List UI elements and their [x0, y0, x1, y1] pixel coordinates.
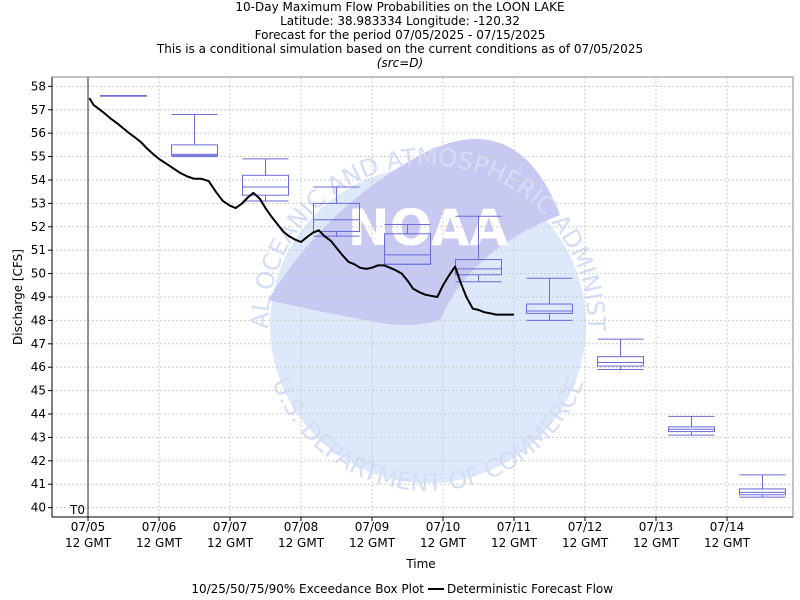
- y-axis-title: Discharge [CFS]: [11, 249, 25, 345]
- box-plot: [100, 95, 147, 97]
- x-tick-label-time: 12 GMT: [704, 536, 751, 550]
- chart-title-block: 10-Day Maximum Flow Probabilities on the…: [0, 0, 800, 70]
- chart-title: 10-Day Maximum Flow Probabilities on the…: [235, 0, 565, 14]
- x-tick-label-date: 07/13: [639, 520, 674, 534]
- x-axis-title: Time: [405, 557, 435, 571]
- chart-period: Forecast for the period 07/05/2025 - 07/…: [254, 28, 546, 42]
- y-tick-label: 49: [31, 290, 46, 304]
- grid-lines: [52, 77, 793, 517]
- box-iqr: [242, 174, 289, 196]
- box-iqr: [384, 233, 431, 265]
- x-tick-label-date: 07/06: [142, 520, 177, 534]
- y-tick-label: 50: [31, 267, 46, 281]
- y-tick-label: 44: [31, 407, 46, 421]
- y-tick-label: 57: [31, 103, 46, 117]
- x-tick-label-time: 12 GMT: [136, 536, 183, 550]
- x-tick-label-date: 07/11: [497, 520, 532, 534]
- x-tick-label-date: 07/10: [426, 520, 461, 534]
- x-tick-label-date: 07/08: [284, 520, 319, 534]
- t0-label: T0: [69, 503, 85, 517]
- y-tick-label: 41: [31, 477, 46, 491]
- box-iqr: [597, 356, 644, 367]
- box-iqr: [739, 488, 786, 496]
- chart-source: (src=D): [376, 56, 424, 70]
- box-iqr: [526, 303, 573, 314]
- box-plot: [384, 223, 431, 265]
- y-tick-label: 51: [31, 243, 46, 257]
- x-tick-label-time: 12 GMT: [562, 536, 609, 550]
- box-iqr: [171, 144, 218, 156]
- x-tick-label-date: 07/09: [355, 520, 390, 534]
- x-tick-label-time: 12 GMT: [278, 536, 325, 550]
- y-tick-label: 40: [31, 501, 46, 515]
- y-tick-label: 58: [31, 79, 46, 93]
- box-plot: [739, 474, 786, 498]
- y-tick-label: 56: [31, 126, 46, 140]
- chart-location: Latitude: 38.983334 Longitude: -120.32: [280, 14, 520, 28]
- legend-line-label: Deterministic Forecast Flow: [447, 582, 613, 596]
- y-tick-label: 48: [31, 313, 46, 327]
- y-tick-label: 46: [31, 360, 46, 374]
- y-tick-label: 42: [31, 454, 46, 468]
- forecast-series: [88, 97, 514, 316]
- x-tick-label-date: 07/07: [213, 520, 248, 534]
- x-tick-label-time: 12 GMT: [633, 536, 680, 550]
- y-tick-label: 55: [31, 150, 46, 164]
- forecast-flow-line: [88, 97, 514, 316]
- box-plots: [100, 95, 786, 498]
- y-tick-label: 45: [31, 384, 46, 398]
- box-plot: [313, 186, 360, 237]
- legend: 10/25/50/75/90% Exceedance Box Plot Dete…: [191, 582, 613, 596]
- x-tick-label-time: 12 GMT: [420, 536, 467, 550]
- x-tick-label-time: 12 GMT: [349, 536, 396, 550]
- x-tick-label-time: 12 GMT: [491, 536, 538, 550]
- box-plot: [242, 158, 289, 202]
- y-tick-label: 52: [31, 220, 46, 234]
- y-tick-label: 43: [31, 430, 46, 444]
- box-iqr: [313, 202, 360, 232]
- x-tick-label-date: 07/12: [568, 520, 603, 534]
- x-tick-label-date: 07/14: [710, 520, 745, 534]
- box-plot: [597, 338, 644, 371]
- x-tick-label-date: 07/05: [71, 520, 106, 534]
- y-tick-label: 47: [31, 337, 46, 351]
- x-axis-tick-labels: 07/05 12 GMT 07/06 12 GMT 07/07 12 GMT 07/08 12…: [65, 517, 751, 550]
- watermark-noaa: NOAA: [348, 199, 509, 257]
- watermark-gull: [268, 138, 560, 325]
- x-tick-label-time: 12 GMT: [207, 536, 254, 550]
- y-axis-tick-labels: 40 41 42 43 44 45 46 47 48 49 50 51 52 53 54 55 56 57 58: [31, 79, 52, 515]
- x-tick-label-time: 12 GMT: [65, 536, 112, 550]
- y-tick-label: 54: [31, 173, 46, 187]
- box-plot: [171, 113, 218, 158]
- y-tick-label: 53: [31, 196, 46, 210]
- legend-box-label: 10/25/50/75/90% Exceedance Box Plot: [191, 582, 424, 596]
- t0-marker: T0: [69, 77, 89, 517]
- box-plot: [668, 415, 715, 436]
- chart-condition-note: This is a conditional simulation based o…: [156, 42, 644, 56]
- box-plot: [526, 277, 573, 321]
